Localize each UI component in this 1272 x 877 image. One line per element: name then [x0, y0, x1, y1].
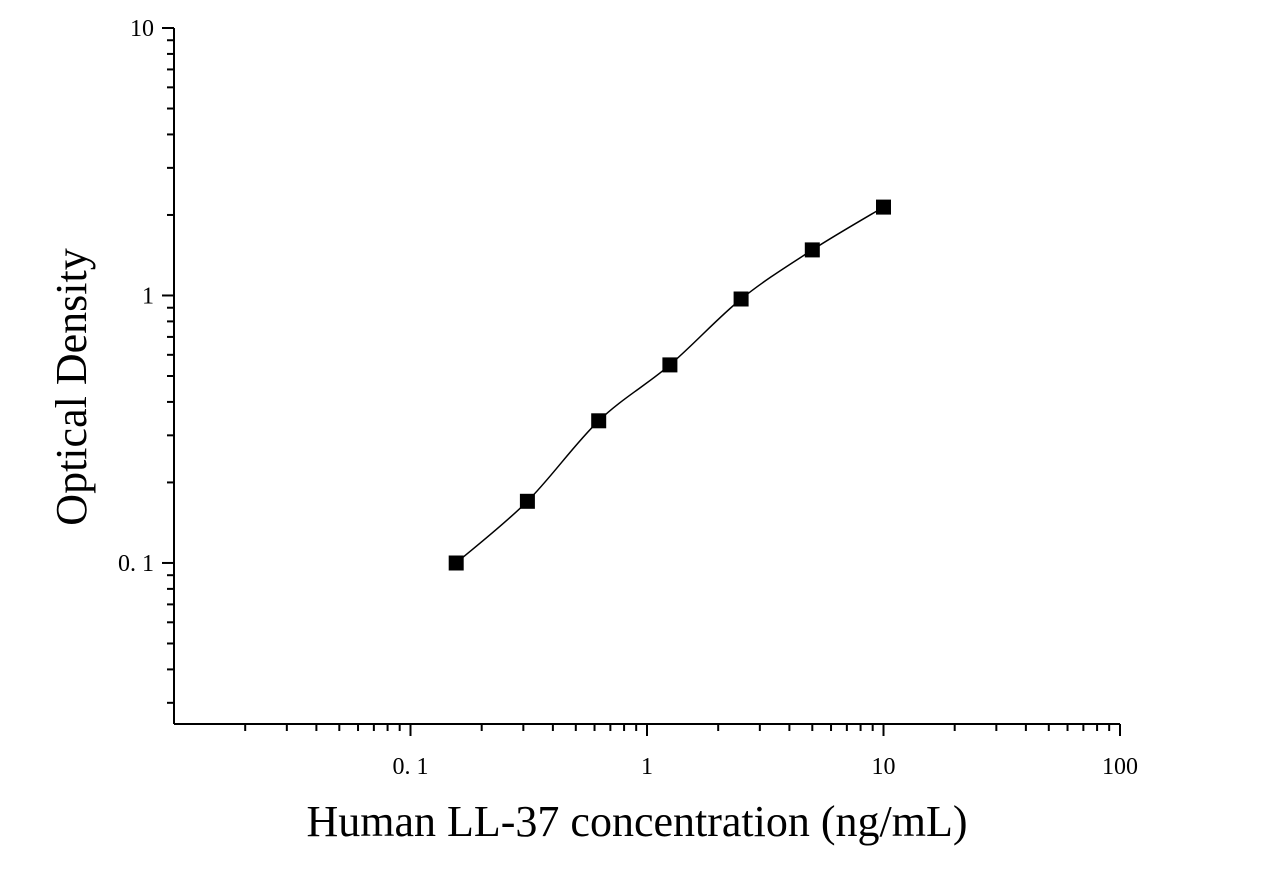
x-tick-label: 100 [1102, 754, 1138, 780]
x-axis-ticks [244, 724, 1121, 736]
y-tick-label: 0. 1 [118, 551, 154, 577]
data-point [591, 413, 607, 429]
y-axis-ticks [162, 27, 174, 704]
x-tick-label: 1 [641, 754, 653, 780]
axes: 0. 1 1 10 100 0. 1 1 10 [118, 16, 1138, 780]
data-points [448, 199, 891, 571]
y-axis-title: Optical Density [47, 248, 96, 525]
y-axis-tick-labels: 0. 1 1 10 [118, 16, 154, 577]
fit-curve [455, 206, 884, 564]
x-tick-label: 0. 1 [393, 754, 429, 780]
y-tick-label: 1 [142, 283, 154, 309]
data-point [448, 555, 464, 571]
y-tick-label: 10 [130, 16, 154, 42]
data-point [876, 199, 891, 215]
x-tick-label: 10 [872, 754, 896, 780]
x-axis-title: Human LL-37 concentration (ng/mL) [306, 797, 967, 846]
data-point [733, 291, 749, 307]
x-axis-tick-labels: 0. 1 1 10 100 [393, 754, 1139, 780]
data-point [662, 357, 678, 373]
data-point [804, 242, 820, 258]
data-point [519, 493, 535, 509]
